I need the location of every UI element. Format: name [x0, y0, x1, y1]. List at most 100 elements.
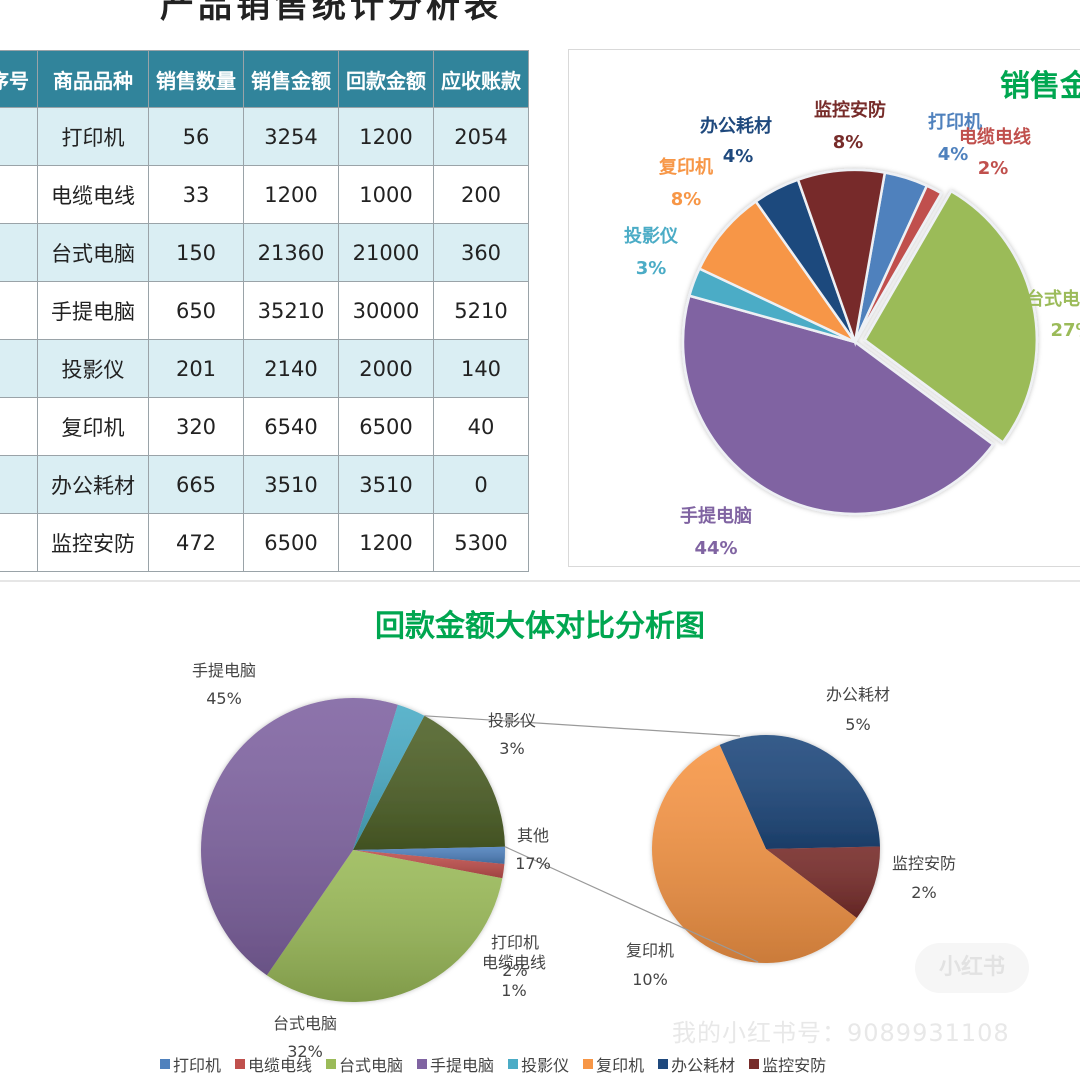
sales-label-pct-手提电脑: 44% — [694, 538, 737, 559]
secondary-slice-办公耗材-shade — [719, 735, 880, 849]
sales-label-pct-办公耗材: 4% — [723, 146, 754, 167]
legend-item-打印机: 打印机 — [160, 1052, 221, 1076]
pie-slice-电缆电线-shade — [353, 850, 505, 879]
legend-item-办公耗材: 办公耗材 — [658, 1052, 735, 1076]
pie-slice-手提电脑 — [681, 294, 995, 516]
legend-item-监控安防: 监控安防 — [749, 1052, 826, 1076]
cell-paid: 6500 — [338, 397, 434, 456]
cell-name: 投影仪 — [37, 339, 149, 398]
legend-label: 电缆电线 — [248, 1056, 313, 1075]
cell-no — [0, 455, 38, 514]
cell-sales: 3254 — [243, 107, 339, 166]
paid-label-pct-办公耗材: 5% — [845, 715, 870, 734]
sales-label-name-办公耗材: 办公耗材 — [700, 115, 772, 137]
cell-receivable: 140 — [433, 339, 529, 398]
legend-item-手提电脑: 手提电脑 — [417, 1052, 494, 1076]
header-paid: 回款金额 — [338, 50, 434, 108]
cell-paid: 1200 — [338, 107, 434, 166]
cell-paid: 2000 — [338, 339, 434, 398]
connector-line-0 — [424, 715, 741, 737]
table-row: 打印机 56 3254 1200 2054 — [0, 107, 529, 166]
cell-sales: 1200 — [243, 165, 339, 224]
header-product: 商品品种 — [37, 50, 149, 108]
sales-chart-title: 销售金额对比分析图 — [1000, 69, 1080, 104]
table-row: 台式电脑 150 21360 21000 360 — [0, 223, 529, 282]
cell-name: 打印机 — [37, 107, 149, 166]
paid-label-name-办公耗材: 办公耗材 — [826, 685, 890, 704]
legend-swatch-icon — [658, 1059, 669, 1069]
cell-receivable: 0 — [433, 455, 529, 514]
paid-label-name-监控安防: 监控安防 — [892, 854, 956, 873]
cell-no — [0, 281, 38, 340]
page-title: 产品销售统计分析表 — [160, 0, 502, 26]
cell-name: 复印机 — [37, 397, 149, 456]
legend-label: 台式电脑 — [339, 1056, 404, 1075]
paid-label-pct-投影仪: 3% — [499, 739, 524, 758]
cell-qty: 472 — [148, 513, 244, 572]
table-row: 投影仪 201 2140 2000 140 — [0, 339, 529, 398]
cell-receivable: 40 — [433, 397, 529, 456]
legend-swatch-icon — [160, 1059, 170, 1069]
cell-qty: 320 — [148, 397, 244, 456]
section-divider — [0, 580, 1080, 582]
cell-paid: 1000 — [338, 165, 434, 224]
sales-label-pct-复印机: 8% — [671, 189, 702, 210]
table-row: 手提电脑 650 35210 30000 5210 — [0, 281, 529, 340]
paid-label-pct-台式电脑: 32% — [287, 1042, 323, 1061]
cell-no — [0, 513, 38, 572]
pie-slice-打印机-shade — [353, 846, 506, 864]
cell-name: 台式电脑 — [37, 223, 149, 282]
secondary-slice-监控安防-shade — [766, 846, 880, 919]
legend-label: 监控安防 — [762, 1056, 827, 1075]
sales-label-pct-台式电脑: 27% — [1050, 320, 1080, 341]
legend-swatch-icon — [417, 1059, 428, 1069]
table-row: 电缆电线 33 1200 1000 200 — [0, 165, 529, 224]
paid-label-pct-其他: 17% — [515, 854, 551, 873]
cell-sales: 6500 — [243, 513, 339, 572]
cell-qty: 650 — [148, 281, 244, 340]
sales-label-name-复印机: 复印机 — [658, 156, 713, 178]
sales-label-pct-监控安防: 8% — [833, 132, 864, 153]
legend-label: 手提电脑 — [430, 1056, 495, 1075]
table-header-row: 序号 商品品种 销售数量 销售金额 回款金额 应收账款 — [0, 50, 529, 108]
legend-swatch-icon — [508, 1059, 519, 1069]
sales-label-name-监控安防: 监控安防 — [814, 99, 886, 121]
pie-slice-复印机 — [697, 199, 859, 346]
pie-slice-台式电脑-shade — [266, 850, 503, 1003]
cell-sales: 6540 — [243, 397, 339, 456]
legend-label: 投影仪 — [521, 1056, 570, 1075]
legend-item-投影仪: 投影仪 — [508, 1052, 569, 1076]
legend-label: 复印机 — [596, 1056, 645, 1075]
watermark-badge: 小红书 — [915, 943, 1029, 993]
cell-paid: 30000 — [338, 281, 434, 340]
cell-sales: 3510 — [243, 455, 339, 514]
cell-receivable: 2054 — [433, 107, 529, 166]
cell-receivable: 5210 — [433, 281, 529, 340]
sales-label-pct-打印机: 4% — [938, 144, 969, 165]
paid-label-name-手提电脑: 手提电脑 — [192, 661, 256, 680]
pie-slice-其他-shade — [353, 715, 505, 850]
paid-label-name-复印机: 复印机 — [626, 941, 674, 960]
sales-label-pct-电缆电线: 2% — [978, 158, 1009, 179]
cell-name: 电缆电线 — [37, 165, 149, 224]
header-receivable: 应收账款 — [433, 50, 529, 108]
cell-qty: 201 — [148, 339, 244, 398]
cell-name: 办公耗材 — [37, 455, 149, 514]
cell-name: 监控安防 — [37, 513, 149, 572]
header-qty: 销售数量 — [148, 50, 244, 108]
table-row: 办公耗材 665 3510 3510 0 — [0, 455, 529, 514]
cell-no — [0, 223, 38, 282]
cell-qty: 665 — [148, 455, 244, 514]
pie-slice-台式电脑 — [863, 189, 1039, 445]
legend-label: 打印机 — [173, 1056, 222, 1075]
chart-legend: 打印机 电缆电线 台式电脑 手提电脑 投影仪 复印机 办公耗材 监控安防 — [160, 1052, 826, 1076]
table-row: 复印机 320 6540 6500 40 — [0, 397, 529, 456]
sales-pie — [681, 168, 1039, 516]
watermark-text: 我的小红书号：9089931108 — [672, 1019, 1010, 1047]
paid-label-name-打印机: 打印机 — [491, 933, 539, 952]
cell-paid: 21000 — [338, 223, 434, 282]
pie-slice-电缆电线 — [853, 184, 944, 343]
paid-label-pct-复印机: 10% — [632, 970, 668, 989]
secondary-slice-复印机-shade — [652, 744, 857, 964]
legend-swatch-icon — [235, 1059, 246, 1069]
